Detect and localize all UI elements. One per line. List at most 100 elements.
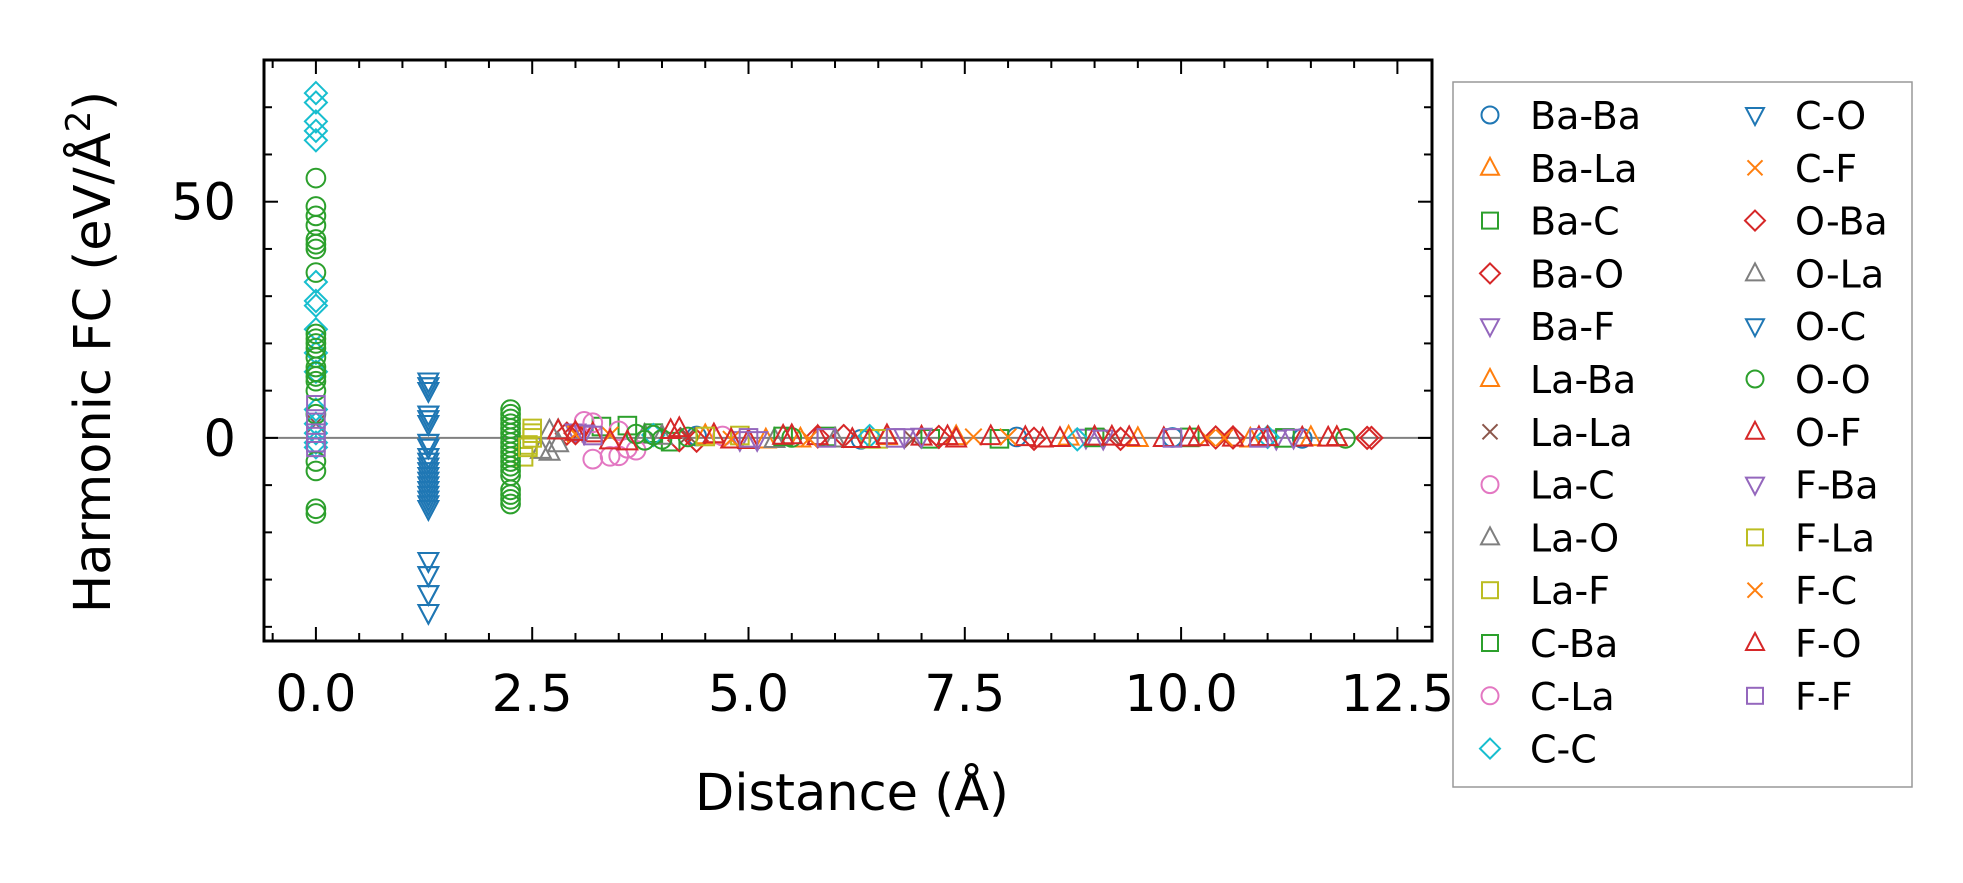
data-point bbox=[979, 423, 1003, 446]
series-f-f bbox=[306, 395, 1269, 458]
legend-label: F-C bbox=[1795, 569, 1857, 613]
legend-marker bbox=[1744, 107, 1766, 128]
data-point bbox=[305, 356, 327, 378]
data-point bbox=[1203, 424, 1229, 450]
legend-item: O-O bbox=[1745, 358, 1871, 402]
legend-item: C-O bbox=[1744, 94, 1866, 138]
legend-marker bbox=[1480, 105, 1500, 125]
data-point bbox=[989, 429, 1010, 449]
data-point bbox=[695, 426, 716, 447]
legend-marker bbox=[1481, 211, 1499, 230]
data-point bbox=[1215, 428, 1234, 447]
legend-label: C-Ba bbox=[1530, 622, 1618, 666]
legend-marker bbox=[1479, 155, 1501, 176]
legend-label: O-La bbox=[1795, 252, 1884, 296]
data-point bbox=[926, 424, 952, 450]
data-point bbox=[599, 445, 621, 467]
data-point bbox=[306, 395, 326, 415]
legend-item: La-C bbox=[1480, 464, 1615, 508]
legend-marker bbox=[1745, 369, 1765, 389]
legend-marker bbox=[1746, 686, 1764, 705]
data-point bbox=[1162, 428, 1183, 448]
data-point bbox=[999, 427, 1018, 446]
legend-item: O-Ba bbox=[1743, 200, 1888, 244]
legend-marker bbox=[1743, 209, 1767, 233]
legend-label: Ba-La bbox=[1530, 147, 1638, 191]
data-point bbox=[1064, 426, 1090, 452]
data-point bbox=[858, 426, 882, 449]
data-point bbox=[582, 448, 604, 470]
data-points bbox=[303, 80, 1384, 626]
y-axis-label: Harmonic FC (eV/Å2) bbox=[59, 91, 123, 613]
x-axis-label: Distance (Å) bbox=[695, 761, 1009, 823]
legend-item: C-Ba bbox=[1481, 622, 1618, 666]
series-o-c bbox=[416, 372, 440, 626]
data-point bbox=[305, 238, 327, 260]
data-point bbox=[303, 316, 329, 342]
legend-item: O-F bbox=[1744, 411, 1862, 455]
legend-marker bbox=[1479, 318, 1501, 339]
data-point bbox=[935, 423, 960, 446]
data-point bbox=[500, 484, 521, 505]
data-point bbox=[1091, 429, 1115, 452]
data-point bbox=[500, 455, 521, 477]
data-point bbox=[305, 366, 327, 387]
legend-label: O-Ba bbox=[1795, 200, 1888, 244]
data-point bbox=[780, 422, 804, 445]
data-point bbox=[306, 409, 326, 429]
legend-label: Ba-C bbox=[1530, 200, 1620, 244]
data-point bbox=[416, 381, 440, 404]
data-point bbox=[909, 423, 934, 446]
legend-label: La-F bbox=[1530, 569, 1610, 613]
data-point bbox=[537, 438, 562, 461]
plot-area bbox=[262, 58, 1434, 643]
legend-marker bbox=[1478, 261, 1502, 285]
data-point bbox=[305, 229, 327, 250]
legend-item: Ba-F bbox=[1479, 305, 1615, 349]
series-f-o bbox=[563, 417, 1340, 450]
legend-label: La-Ba bbox=[1530, 358, 1636, 402]
y-axis-label-main: Harmonic FC (eV/Å bbox=[61, 132, 123, 613]
legend-marker bbox=[1744, 630, 1766, 651]
legend-marker bbox=[1744, 261, 1766, 282]
data-point bbox=[305, 370, 327, 392]
legend-item: La-O bbox=[1479, 516, 1619, 560]
data-point bbox=[303, 359, 329, 385]
axes-frame bbox=[262, 58, 1434, 643]
legend: Ba-Ba Ba-La Ba-C Ba-O Ba-F La-Ba La-La La-C La-O… bbox=[1452, 81, 1913, 788]
data-point bbox=[305, 503, 327, 524]
legend-item: La-La bbox=[1481, 411, 1633, 455]
data-point bbox=[1247, 424, 1271, 447]
legend-marker bbox=[1744, 476, 1766, 497]
series-o-o bbox=[305, 167, 1356, 524]
series-c-c bbox=[303, 80, 1281, 460]
data-point bbox=[1108, 426, 1133, 452]
data-point bbox=[303, 118, 329, 144]
legend-frame bbox=[1452, 81, 1913, 788]
data-point bbox=[416, 566, 440, 589]
data-point bbox=[563, 419, 588, 441]
y-axis-label-close: ) bbox=[64, 91, 123, 111]
data-point bbox=[416, 495, 440, 518]
legend-item: C-C bbox=[1478, 728, 1597, 772]
data-point bbox=[582, 412, 604, 434]
data-point bbox=[416, 585, 440, 607]
data-point bbox=[1031, 425, 1055, 448]
legend-label: F-O bbox=[1795, 622, 1862, 666]
legend-item: F-F bbox=[1746, 675, 1852, 719]
legend-item: F-C bbox=[1746, 569, 1857, 613]
data-point bbox=[416, 415, 440, 437]
x-tick-label: 7.5 bbox=[924, 665, 1005, 724]
data-point bbox=[303, 397, 329, 422]
data-point bbox=[582, 425, 603, 446]
legend-marker bbox=[1480, 475, 1500, 495]
legend-marker bbox=[1746, 159, 1764, 177]
data-point bbox=[500, 451, 521, 472]
legend-label: O-O bbox=[1795, 358, 1871, 402]
data-point bbox=[563, 420, 588, 446]
data-point bbox=[651, 428, 673, 450]
data-point bbox=[1282, 428, 1306, 451]
data-point bbox=[303, 90, 329, 115]
data-point bbox=[944, 425, 968, 448]
legend-marker bbox=[1481, 581, 1499, 600]
